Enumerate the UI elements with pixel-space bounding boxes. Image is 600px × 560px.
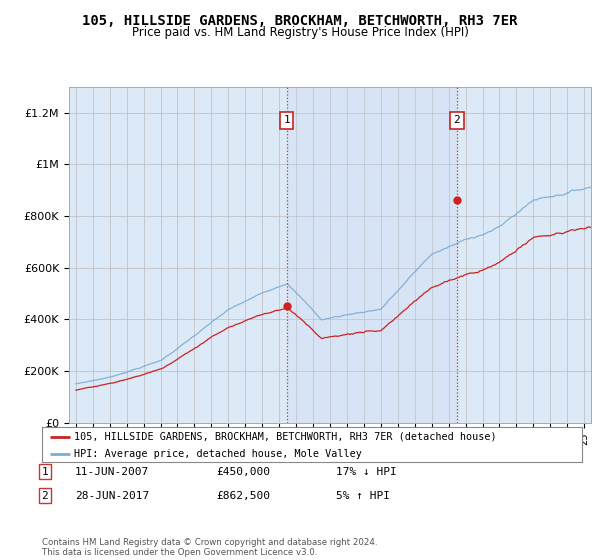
Text: £862,500: £862,500 [216, 491, 270, 501]
Text: 5% ↑ HPI: 5% ↑ HPI [336, 491, 390, 501]
Text: 105, HILLSIDE GARDENS, BROCKHAM, BETCHWORTH, RH3 7ER (detached house): 105, HILLSIDE GARDENS, BROCKHAM, BETCHWO… [74, 432, 497, 442]
Text: 11-JUN-2007: 11-JUN-2007 [75, 466, 149, 477]
Text: £450,000: £450,000 [216, 466, 270, 477]
Text: HPI: Average price, detached house, Mole Valley: HPI: Average price, detached house, Mole… [74, 449, 362, 459]
Text: 105, HILLSIDE GARDENS, BROCKHAM, BETCHWORTH, RH3 7ER: 105, HILLSIDE GARDENS, BROCKHAM, BETCHWO… [82, 14, 518, 28]
Text: 2: 2 [454, 115, 460, 125]
Text: 2: 2 [41, 491, 49, 501]
Text: Contains HM Land Registry data © Crown copyright and database right 2024.
This d: Contains HM Land Registry data © Crown c… [42, 538, 377, 557]
Text: 1: 1 [41, 466, 49, 477]
Bar [287, 87, 457, 423]
Text: 1: 1 [283, 115, 290, 125]
Text: 28-JUN-2017: 28-JUN-2017 [75, 491, 149, 501]
Text: 17% ↓ HPI: 17% ↓ HPI [336, 466, 397, 477]
Text: Price paid vs. HM Land Registry's House Price Index (HPI): Price paid vs. HM Land Registry's House … [131, 26, 469, 39]
